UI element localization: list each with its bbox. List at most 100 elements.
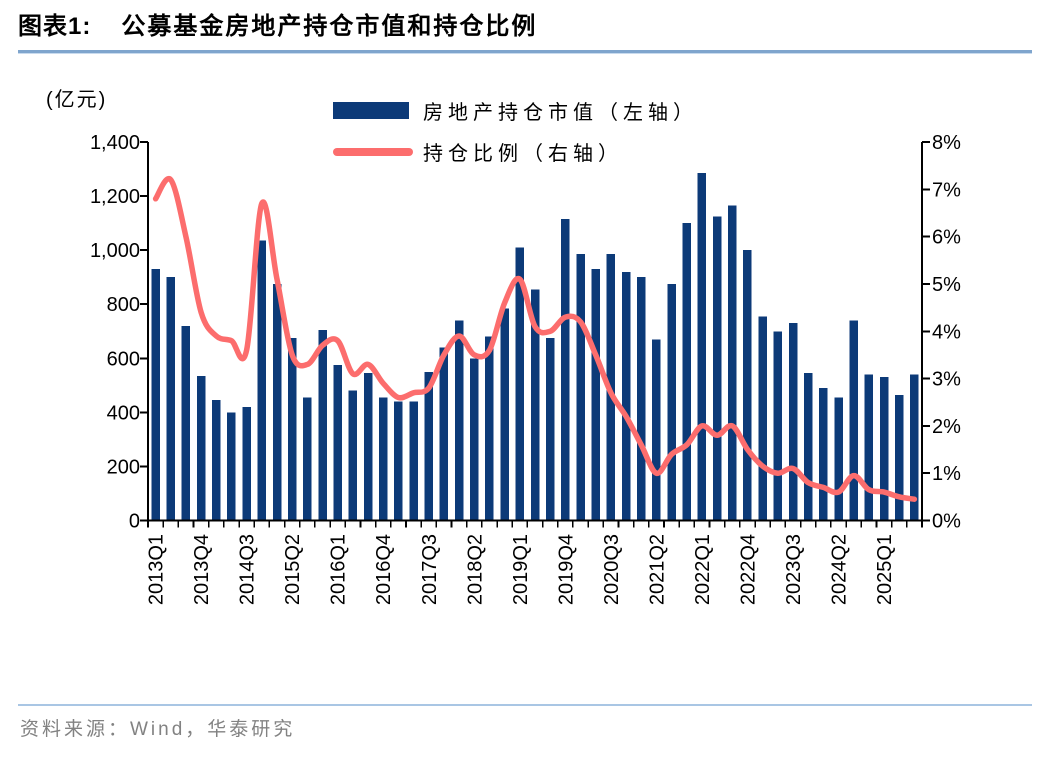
x-axis-tick-label: 2017Q3 [419,534,441,605]
left-axis-tick-label: 1,200 [90,186,140,208]
bar-2013Q4 [196,375,206,521]
bar-2016Q1 [333,365,342,521]
x-axis-tick-label: 2016Q4 [373,534,395,605]
bar-2021Q3 [667,283,676,521]
x-axis-tick-label: 2015Q2 [282,534,304,605]
bar-2017Q1 [394,401,403,521]
bar-2017Q4 [439,347,449,521]
bar-2019Q4 [561,219,570,521]
footer-divider [18,704,1032,706]
right-axis-tick-label: 8% [932,132,961,154]
right-axis-tick-label: 0% [932,511,961,533]
source-note: 资料来源：Wind，华泰研究 [20,719,296,740]
left-axis-tick-label: 0 [129,511,140,533]
x-axis-tick-label: 2022Q4 [737,534,759,605]
bar-2015Q2 [287,338,297,521]
bar-2019Q2 [530,289,540,521]
bar-2021Q2 [652,339,661,521]
bar-2014Q2 [227,412,236,521]
bar-series-label: 房地产持仓市值（左轴） [423,102,698,124]
bar-2014Q1 [212,400,221,521]
x-axis-tick-label: 2024Q2 [829,534,851,605]
x-axis-tick-label: 2021Q2 [646,534,668,605]
left-axis-tick-label: 1,400 [90,132,140,154]
bar-2018Q2 [470,358,479,521]
bar-2018Q3 [485,336,494,521]
left-axis-tick-label: 400 [107,402,140,424]
bar-2013Q1 [151,269,160,521]
line-series-label: 持仓比例（右轴） [423,143,623,165]
line-series-swatch [333,147,413,156]
bar-series-swatch [333,102,409,119]
bar-2015Q4 [318,329,327,521]
bar-2022Q4 [743,250,752,521]
right-axis-tick-label: 2% [932,416,961,438]
bar-2022Q3 [728,205,737,521]
bar-2016Q4 [378,397,388,521]
x-axis-tick-label: 2013Q1 [146,534,168,605]
page-title: 公募基金房地产持仓市值和持仓比例 [121,13,538,40]
ratio-line [152,175,918,502]
bar-2023Q2 [773,331,783,521]
x-axis-tick-label: 2016Q1 [328,534,350,605]
bar-2015Q3 [303,397,312,521]
x-axis-tick-label: 2014Q3 [237,534,259,605]
x-axis-tick-label: 2022Q1 [692,534,714,605]
figure-header: 图表1: 公募基金房地产持仓市值和持仓比例 [18,6,1032,53]
left-axis-unit-label: (亿元) [46,89,108,111]
right-axis-tick-label: 7% [932,179,961,201]
bar-2024Q2 [834,397,843,521]
bar-2016Q2 [348,390,358,521]
bar-2014Q4 [257,240,267,521]
bar-2020Q2 [591,269,600,521]
bar-2022Q2 [712,216,722,521]
bar-2025Q3 [910,374,919,521]
bar-2020Q4 [621,271,631,521]
bar-2020Q1 [576,254,585,521]
legend-item-line-series: 持仓比例（右轴） [333,137,698,166]
x-axis-tick-label: 2020Q3 [601,534,623,605]
left-axis-tick-label: 1,000 [90,240,140,262]
bar-2018Q1 [454,320,464,521]
bar-2021Q4 [682,223,692,521]
x-axis-tick-label: 2023Q3 [783,534,805,605]
left-axis-tick-label: 600 [107,348,140,370]
bar-2018Q4 [500,308,509,521]
bar-2024Q3 [849,320,858,521]
bar-2024Q1 [819,388,828,521]
bar-2023Q3 [788,323,798,521]
bar-2013Q2 [166,277,176,521]
left-axis-tick-label: 200 [107,456,140,478]
bar-2024Q4 [864,374,874,521]
x-axis-tick-label: 2019Q4 [555,534,577,605]
x-axis-tick-label: 2013Q4 [191,534,213,605]
bar-2025Q1 [879,377,889,521]
bar-2023Q1 [758,316,767,521]
chart-canvas: 0 200 400 600 800 1,000 1,200 1,400 0% 1% 2% 3% 4% 5%… [90,132,961,605]
bar-2019Q1 [515,247,525,521]
right-axis-tick-label: 5% [932,274,961,296]
bar-2022Q1 [697,173,707,521]
legend-item-bar-series: 房地产持仓市值（左轴） [333,96,698,125]
bar-2014Q3 [242,406,251,521]
right-axis-tick-label: 4% [932,321,961,343]
legend: 房地产持仓市值（左轴） 持仓比例（右轴） [333,96,698,178]
figure-label: 图表1: [18,13,92,40]
right-axis-tick-label: 6% [932,227,961,249]
bar-2015Q1 [272,283,282,521]
x-axis-tick-label: 2019Q1 [510,534,532,605]
bar-2017Q3 [424,371,434,521]
bar-2025Q2 [894,394,904,521]
x-axis-tick-label: 2025Q1 [874,534,896,605]
bar-2019Q3 [545,338,555,521]
right-axis-tick-label: 1% [932,463,961,485]
bar-2017Q2 [409,401,418,521]
left-axis-tick-label: 800 [107,294,140,316]
bar-2023Q4 [803,373,813,521]
bar-2016Q3 [363,373,373,521]
x-axis-tick-label: 2018Q2 [464,534,486,605]
bar-2013Q3 [181,325,191,521]
right-axis-tick-label: 3% [932,369,961,391]
